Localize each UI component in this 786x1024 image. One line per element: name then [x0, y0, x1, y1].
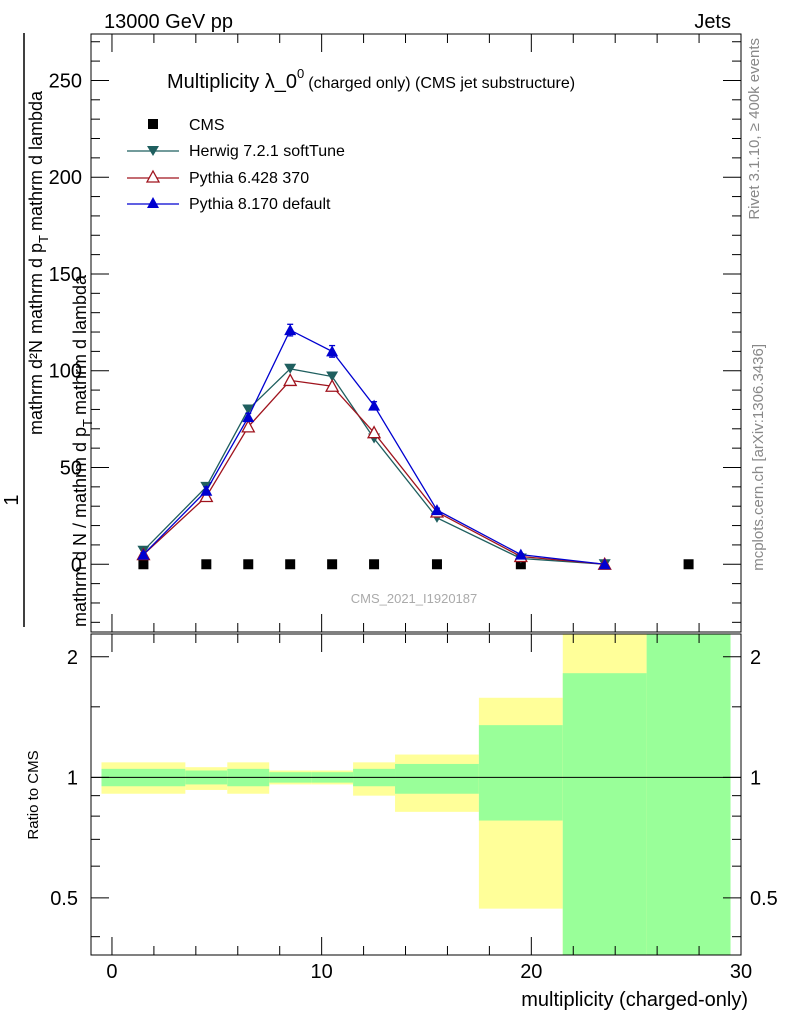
data-point: [369, 559, 380, 570]
main-ylabel-numerator: mathrm d²Nmathrm d pTmathrm d lambda: [26, 90, 51, 435]
ratio-band-inner: [395, 763, 479, 794]
main-plot-frame: [90, 33, 742, 633]
x-tick-label: 30: [730, 961, 752, 983]
legend-label-cms: CMS: [189, 117, 225, 134]
data-point: [285, 559, 296, 570]
ratio-band-inner: [562, 673, 647, 955]
plot-title: Multiplicity λ_00(charged only) (CMS jet…: [167, 66, 575, 93]
category-label: Jets: [694, 11, 731, 33]
ratio-plot-frame: [90, 633, 742, 956]
data-point: [514, 548, 527, 560]
main-ylabel-denominator: mathrm d N / mathrm d pTmathrm d lambda: [70, 274, 95, 627]
ratio-ytick-label-left: 1: [67, 767, 78, 789]
legend: CMS Herwig 7.2.1 softTune Pythia 6.428 3…: [127, 117, 345, 213]
main-ytick-label: 0: [71, 554, 82, 576]
watermark: CMS_2021_I1920187: [351, 591, 478, 606]
main-ytick-label: 200: [49, 167, 82, 189]
x-tick-label: 20: [520, 961, 542, 983]
x-tick-label: 0: [106, 961, 117, 983]
legend-marker-pythia8: [147, 197, 159, 208]
ratio-ytick-label-left: 0.5: [50, 888, 78, 910]
series-line-3: [142, 329, 605, 565]
data-point: [200, 484, 213, 496]
data-point: [326, 371, 339, 382]
main-ylabel: 1 mathrm d²Nmathrm d pTmathrm d lambda m…: [1, 33, 95, 627]
energy-label: 13000 GeV pp: [104, 11, 233, 33]
ratio-ytick-label-right: 2: [750, 647, 761, 669]
ratio-ytick-label-left: 2: [67, 647, 78, 669]
data-point: [283, 373, 298, 387]
main-ytick-label: 250: [49, 70, 82, 92]
rivet-label: Rivet 3.1.10, ≥ 400k events: [746, 38, 763, 220]
data-point: [515, 559, 526, 570]
data-point: [138, 559, 149, 570]
legend-label-pythia8: Pythia 8.170 default: [189, 196, 331, 213]
data-point: [430, 504, 443, 516]
legend-marker-pythia6: [145, 169, 161, 183]
data-point: [366, 425, 382, 439]
data-point: [242, 411, 255, 423]
data-point: [242, 404, 255, 415]
data-point: [284, 363, 297, 374]
legend-label-herwig: Herwig 7.2.1 softTune: [189, 143, 345, 160]
x-axis-label: multiplicity (charged-only): [521, 989, 748, 1011]
data-point: [368, 399, 381, 411]
mcplots-label: mcplots.cern.ch [arXiv:1306.3436]: [750, 344, 767, 571]
data-point: [243, 559, 254, 570]
ratio-band-inner: [478, 725, 563, 821]
series-line-1: [142, 368, 605, 565]
data-point: [598, 558, 611, 570]
ratio-ylabel: Ratio to CMS: [25, 750, 42, 839]
data-point: [137, 548, 150, 560]
main-plot: CMS_2021_I1920187 0 50 100 150 200 250 Multip…: [1, 33, 742, 633]
main-ytick-label: 150: [49, 264, 82, 286]
data-point: [325, 378, 340, 392]
ratio-ytick-label-right: 0.5: [750, 888, 778, 910]
legend-marker-herwig: [147, 146, 159, 156]
data-point: [431, 559, 442, 570]
ratio-plot: 0.5 0.51 12 20 10 20 30 Ratio to CMS multiplic…: [25, 633, 778, 1011]
data-point: [326, 345, 339, 357]
data-point: [327, 559, 338, 570]
data-point: [241, 419, 256, 433]
main-ylabel-prefix: 1: [1, 494, 23, 505]
data-point: [683, 559, 694, 570]
main-ytick-label: 100: [49, 361, 82, 383]
legend-label-pythia6: Pythia 6.428 370: [189, 170, 309, 187]
x-tick-label: 10: [311, 961, 333, 983]
data-point: [284, 324, 297, 336]
ratio-ytick-label-right: 1: [750, 767, 761, 789]
main-ytick-label: 50: [60, 458, 82, 480]
data-point: [201, 559, 212, 570]
legend-marker-cms: [148, 119, 158, 129]
data-point: [199, 489, 214, 503]
ratio-band-inner: [646, 634, 731, 955]
